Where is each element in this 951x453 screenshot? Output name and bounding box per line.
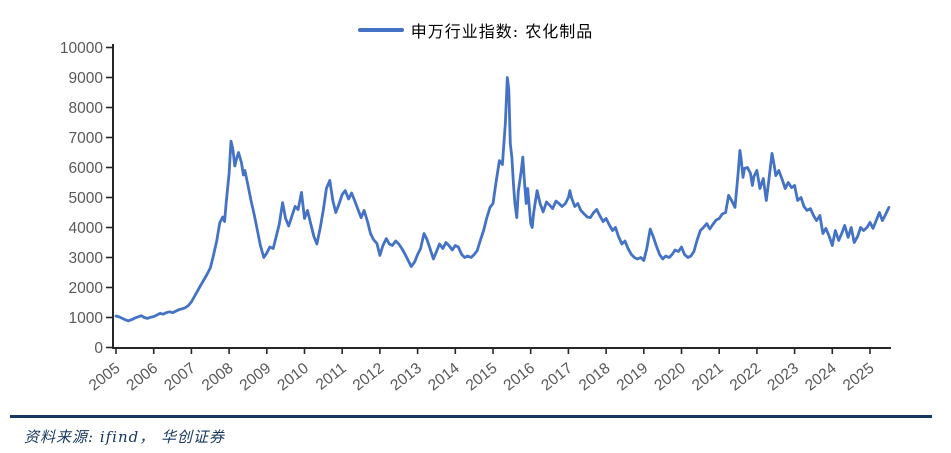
x-axis-label: 2018	[576, 360, 614, 395]
x-axis-label: 2007	[161, 360, 199, 395]
legend-line-swatch	[357, 28, 404, 32]
y-axis-label: 3000	[69, 250, 104, 267]
y-axis-label: 7000	[69, 130, 104, 147]
x-axis-label: 2006	[124, 360, 162, 395]
x-axis-label: 2019	[614, 360, 652, 395]
x-axis-label: 2016	[501, 360, 539, 395]
y-axis-label: 8000	[69, 100, 104, 117]
x-axis-label: 2025	[840, 360, 878, 395]
legend: 申万行业指数: 农化制品	[0, 18, 951, 42]
x-axis-label: 2020	[651, 360, 689, 395]
y-axis-label: 4000	[69, 220, 104, 237]
x-axis-label: 2010	[274, 360, 312, 395]
y-axis-label: 1000	[69, 310, 104, 327]
y-axis-label: 6000	[69, 160, 104, 177]
x-axis-label: 2023	[764, 360, 802, 395]
y-axis-label: 10000	[60, 40, 103, 57]
y-axis-label: 0	[94, 340, 103, 357]
x-axis-label: 2012	[350, 360, 388, 395]
x-axis-label: 2015	[463, 360, 501, 395]
line-chart: 0 1000 2000 3000 4000 5000 6000 7000 8000 9000 100…	[60, 40, 891, 395]
index-series-line	[114, 76, 891, 323]
x-axis-label: 2021	[689, 360, 727, 395]
x-axis-label: 2013	[387, 360, 425, 395]
x-axis-label: 2022	[727, 360, 765, 395]
footer-rule	[10, 415, 932, 418]
x-axis-label: 2009	[237, 360, 275, 395]
data-source-note: 资料来源: ifind， 华创证券	[24, 428, 225, 446]
x-axis-label: 2008	[199, 360, 237, 395]
x-axis-label: 2017	[538, 360, 576, 395]
x-axis-label: 2011	[313, 360, 350, 394]
x-axis-label: 2005	[86, 360, 124, 395]
x-axis-label: 2014	[425, 360, 463, 395]
x-axis-label: 2024	[802, 360, 840, 395]
y-axis-label: 5000	[69, 190, 104, 207]
y-axis-label: 2000	[69, 280, 104, 297]
legend-series-label: 申万行业指数: 农化制品	[410, 22, 594, 41]
y-axis-label: 9000	[69, 70, 104, 87]
